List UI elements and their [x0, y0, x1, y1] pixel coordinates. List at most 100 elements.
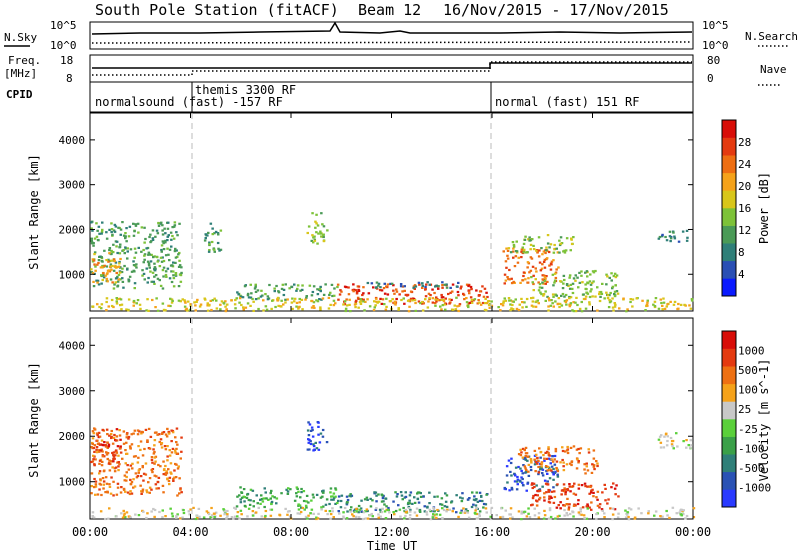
power-data-cell — [224, 305, 227, 308]
power-data-cell — [185, 307, 188, 310]
power-data-cell — [316, 293, 320, 296]
power-data-cell — [320, 212, 323, 215]
power-data-cell — [98, 232, 101, 235]
power-data-cell — [148, 253, 152, 256]
velocity-data-cell — [332, 516, 335, 519]
power-data-cell — [321, 297, 325, 300]
velocity-data-cell — [349, 509, 352, 512]
power-data-cell — [352, 283, 355, 286]
power-data-cell — [669, 237, 673, 240]
power-data-cell — [211, 233, 214, 236]
velocity-data-cell — [106, 441, 109, 444]
velocity-data-cell — [326, 513, 329, 516]
velocity-data-cell — [93, 463, 96, 466]
power-data-cell — [118, 271, 122, 274]
velocity-data-cell — [533, 449, 537, 452]
velocity-data-cell — [404, 514, 407, 518]
power-data-cell — [555, 247, 558, 250]
power-data-cell — [224, 300, 227, 303]
velocity-data-cell — [525, 468, 528, 472]
power-data-cell — [110, 230, 113, 234]
velocity-data-cell — [566, 451, 570, 455]
velocity-data-cell — [254, 511, 258, 514]
power-data-cell — [574, 310, 578, 313]
velocity-data-cell — [541, 485, 544, 488]
power-data-cell — [354, 301, 357, 304]
power-data-cell — [178, 273, 182, 276]
power-data-cell — [508, 268, 511, 272]
power-data-cell — [458, 303, 462, 306]
power-data-cell — [166, 267, 170, 270]
power-data-cell — [152, 256, 155, 259]
power-data-cell — [90, 268, 93, 271]
power-data-cell — [171, 226, 174, 229]
power-data-cell — [103, 264, 106, 267]
velocity-data-cell — [275, 497, 279, 500]
velocity-data-cell — [404, 508, 408, 511]
velocity-data-cell — [533, 458, 536, 461]
power-data-cell — [282, 293, 286, 297]
power-data-cell — [578, 281, 582, 284]
power-data-cell — [537, 289, 541, 292]
power-data-cell — [132, 299, 136, 303]
velocity-data-cell — [517, 465, 520, 469]
power-data-cell — [322, 235, 325, 239]
power-data-cell — [509, 309, 512, 312]
velocity-data-cell — [423, 505, 426, 508]
power-data-cell — [402, 297, 405, 300]
power-data-cell — [168, 248, 172, 251]
velocity-data-cell — [517, 453, 521, 456]
power-data-cell — [542, 293, 546, 296]
power-data-cell — [210, 308, 213, 312]
power-data-cell — [614, 284, 617, 287]
velocity-data-cell — [371, 515, 374, 518]
power-data-cell — [511, 308, 515, 311]
power-data-cell — [115, 266, 119, 269]
velocity-data-cell — [403, 510, 406, 513]
velocity-data-cell — [115, 515, 118, 518]
velocity-data-cell — [552, 473, 555, 476]
power-data-cell — [532, 244, 535, 247]
velocity-colorbar-tick-label: -1000 — [738, 481, 771, 494]
power-data-cell — [115, 300, 118, 303]
velocity-data-cell — [374, 508, 378, 511]
power-data-cell — [111, 233, 114, 236]
velocity-data-cell — [624, 509, 627, 512]
nsearch-label: N.Search — [745, 30, 798, 43]
velocity-data-cell — [418, 491, 421, 494]
velocity-data-cell — [168, 483, 171, 486]
power-data-cell — [657, 307, 661, 310]
velocity-data-cell — [122, 509, 125, 512]
velocity-data-cell — [120, 512, 123, 515]
power-data-cell — [505, 266, 508, 269]
power-data-cell — [481, 301, 485, 305]
power-data-cell — [298, 297, 301, 301]
power-data-cell — [392, 284, 395, 287]
power-data-cell — [465, 301, 469, 304]
velocity-data-cell — [210, 514, 214, 517]
velocity-data-cell — [603, 512, 606, 515]
power-data-cell — [663, 307, 667, 310]
power-data-cell — [570, 242, 574, 246]
power-colorbar-block — [722, 278, 736, 297]
power-data-cell — [291, 307, 294, 310]
velocity-data-cell — [94, 483, 98, 486]
velocity-data-cell — [553, 458, 556, 461]
power-data-cell — [487, 304, 491, 307]
power-data-cell — [327, 307, 331, 310]
power-data-cell — [426, 306, 430, 309]
velocity-data-cell — [666, 435, 669, 438]
velocity-data-cell — [355, 515, 358, 518]
velocity-data-cell — [317, 425, 320, 428]
power-data-cell — [177, 253, 180, 256]
power-data-cell — [288, 287, 291, 290]
velocity-data-cell — [509, 461, 513, 465]
velocity-data-cell — [545, 470, 548, 473]
velocity-data-cell — [425, 511, 428, 514]
velocity-data-cell — [162, 473, 165, 476]
power-data-cell — [170, 301, 174, 304]
power-data-cell — [105, 237, 109, 240]
power-data-cell — [146, 246, 150, 250]
power-data-cell — [238, 297, 242, 300]
velocity-data-cell — [112, 460, 115, 463]
